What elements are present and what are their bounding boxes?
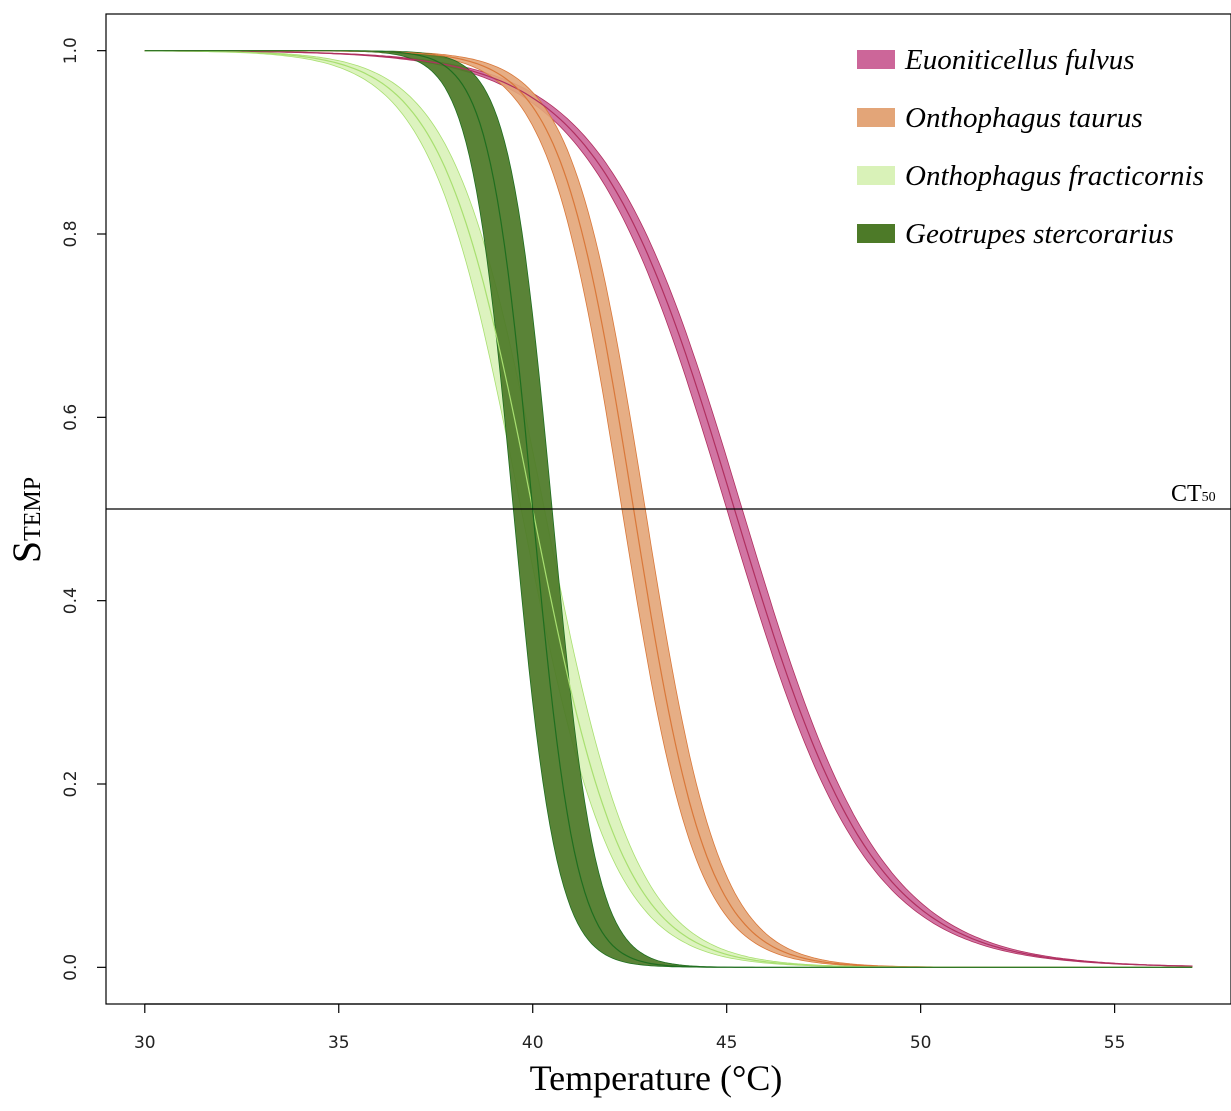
y-tick-label: 0.4	[61, 587, 81, 614]
legend-swatch	[857, 50, 895, 69]
legend-swatch	[857, 224, 895, 243]
survival-lines	[144, 50, 1193, 968]
legend-label: Onthophagus taurus	[905, 102, 1143, 134]
legend-swatch	[857, 166, 895, 185]
legend-swatch	[857, 108, 895, 127]
x-tick-label: 40	[522, 1033, 544, 1053]
x-tick-label: 55	[1104, 1033, 1126, 1053]
legend: Euoniticellus fulvus Onthophagus taurus On…	[857, 44, 1204, 250]
y-tick-label: 0.8	[61, 220, 81, 247]
legend-label: Onthophagus fracticornis	[905, 160, 1204, 192]
legend-label: Euoniticellus fulvus	[904, 44, 1135, 76]
y-tick-label: 0.2	[61, 770, 81, 797]
y-tick-label: 0.0	[61, 954, 81, 981]
x-tick-label: 45	[716, 1033, 738, 1053]
x-axis: 30 35 40 45 50 55	[134, 1003, 1126, 1053]
x-tick-label: 35	[328, 1033, 350, 1053]
y-axis-title: STEMP	[4, 477, 49, 563]
curve-euoniticellus-fulvus	[144, 50, 1193, 967]
band-geotrupes-stercorarius	[144, 50, 1193, 968]
x-tick-label: 50	[910, 1033, 932, 1053]
y-tick-label: 1.0	[61, 37, 81, 64]
y-tick-label: 0.6	[61, 404, 81, 431]
x-axis-title: Temperature (°C)	[530, 1058, 783, 1098]
y-axis: 0.0 0.2 0.4 0.6 0.8 1.0	[61, 37, 106, 981]
curve-geotrupes-stercorarius	[144, 50, 1193, 968]
ct50-label: CT50	[1171, 481, 1216, 507]
legend-label: Geotrupes stercorarius	[905, 218, 1174, 250]
x-tick-label: 30	[134, 1033, 156, 1053]
